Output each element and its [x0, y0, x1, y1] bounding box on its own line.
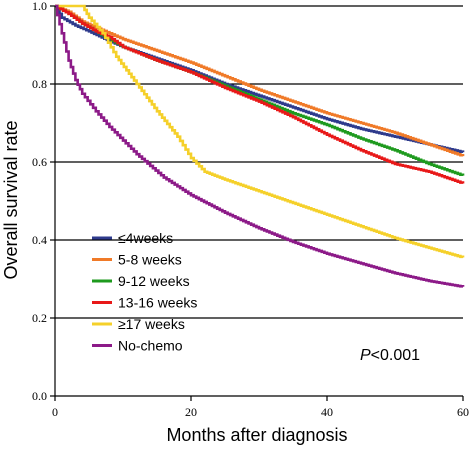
series-line-3 — [55, 4, 465, 184]
series-line-4 — [55, 4, 465, 259]
y-tick-label-2: 0.4 — [32, 233, 47, 247]
p-value-rest: <0.001 — [371, 347, 420, 364]
legend-layer: ≤4weeks 5-8 weeks 9-12 weeks 13-16 weeks ≥17… — [92, 230, 197, 354]
legend-label-0: ≤4weeks — [118, 230, 173, 246]
p-value-annotation: P<0.001 — [360, 347, 420, 364]
x-axis-title: Months after diagnosis — [166, 425, 347, 445]
grid-layer — [55, 5, 463, 319]
series-line-1 — [55, 4, 465, 157]
x-tick-label-0: 0 — [52, 405, 58, 419]
series-layer — [55, 4, 465, 288]
p-value-italic: P — [360, 347, 371, 364]
y-tick-label-3: 0.6 — [32, 155, 47, 169]
y-tick-label-0: 0.0 — [32, 389, 47, 403]
axis-layer: 0.0 0.2 0.4 0.6 0.8 1.0 0 20 40 60 — [32, 0, 469, 419]
legend-label-2: 9-12 weeks — [118, 273, 190, 289]
y-tick-label-1: 0.2 — [32, 311, 47, 325]
y-tick-label-4: 0.8 — [32, 77, 47, 91]
series-line-0 — [55, 4, 465, 153]
legend-label-4: ≥17 weeks — [118, 316, 185, 332]
legend-label-3: 13-16 weeks — [118, 295, 197, 311]
y-tick-label-5: 1.0 — [32, 0, 47, 13]
y-axis-title: Overall survival rate — [1, 120, 21, 279]
legend-label-1: 5-8 weeks — [118, 252, 182, 268]
x-tick-label-1: 20 — [185, 405, 197, 419]
x-tick-label-3: 60 — [457, 405, 469, 419]
series-line-5 — [55, 4, 465, 288]
x-tick-label-2: 40 — [321, 405, 333, 419]
legend-label-5: No-chemo — [118, 338, 183, 354]
